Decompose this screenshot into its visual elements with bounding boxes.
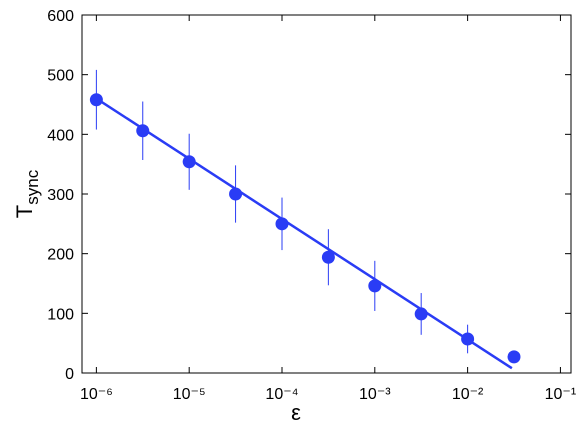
y-tick-label: 300 xyxy=(47,187,74,204)
y-tick-label: 600 xyxy=(47,8,74,25)
data-point xyxy=(229,187,243,201)
y-tick-label: 500 xyxy=(47,68,74,85)
y-tick-label: 400 xyxy=(47,127,74,144)
y-tick-label: 200 xyxy=(47,247,74,264)
data-point xyxy=(461,332,475,346)
data-point xyxy=(89,93,103,107)
plot-frame xyxy=(81,14,572,374)
data-point xyxy=(414,307,428,321)
y-axis-label: Tsync xyxy=(12,169,42,218)
y-tick-label: 100 xyxy=(47,306,74,323)
x-axis-label: ε xyxy=(291,400,301,425)
data-point xyxy=(368,279,382,293)
data-point xyxy=(507,350,521,364)
y-axis-label-main: T xyxy=(12,205,37,218)
x-tick-label: 10⁻⁵ xyxy=(173,386,206,403)
x-tick-label: 10⁻² xyxy=(452,386,484,403)
x-tick-label: 10⁻³ xyxy=(359,386,391,403)
x-tick-label: 10⁻⁴ xyxy=(265,386,298,403)
data-point xyxy=(321,250,335,264)
y-tick-label: 0 xyxy=(65,366,74,383)
fit-line xyxy=(95,97,513,370)
data-point xyxy=(275,217,289,231)
data-point xyxy=(136,124,150,138)
y-axis-label-subscript: sync xyxy=(23,169,42,204)
x-tick-label: 10⁻¹ xyxy=(545,386,577,403)
data-point xyxy=(182,155,196,169)
x-tick-label: 10⁻⁶ xyxy=(80,386,113,403)
